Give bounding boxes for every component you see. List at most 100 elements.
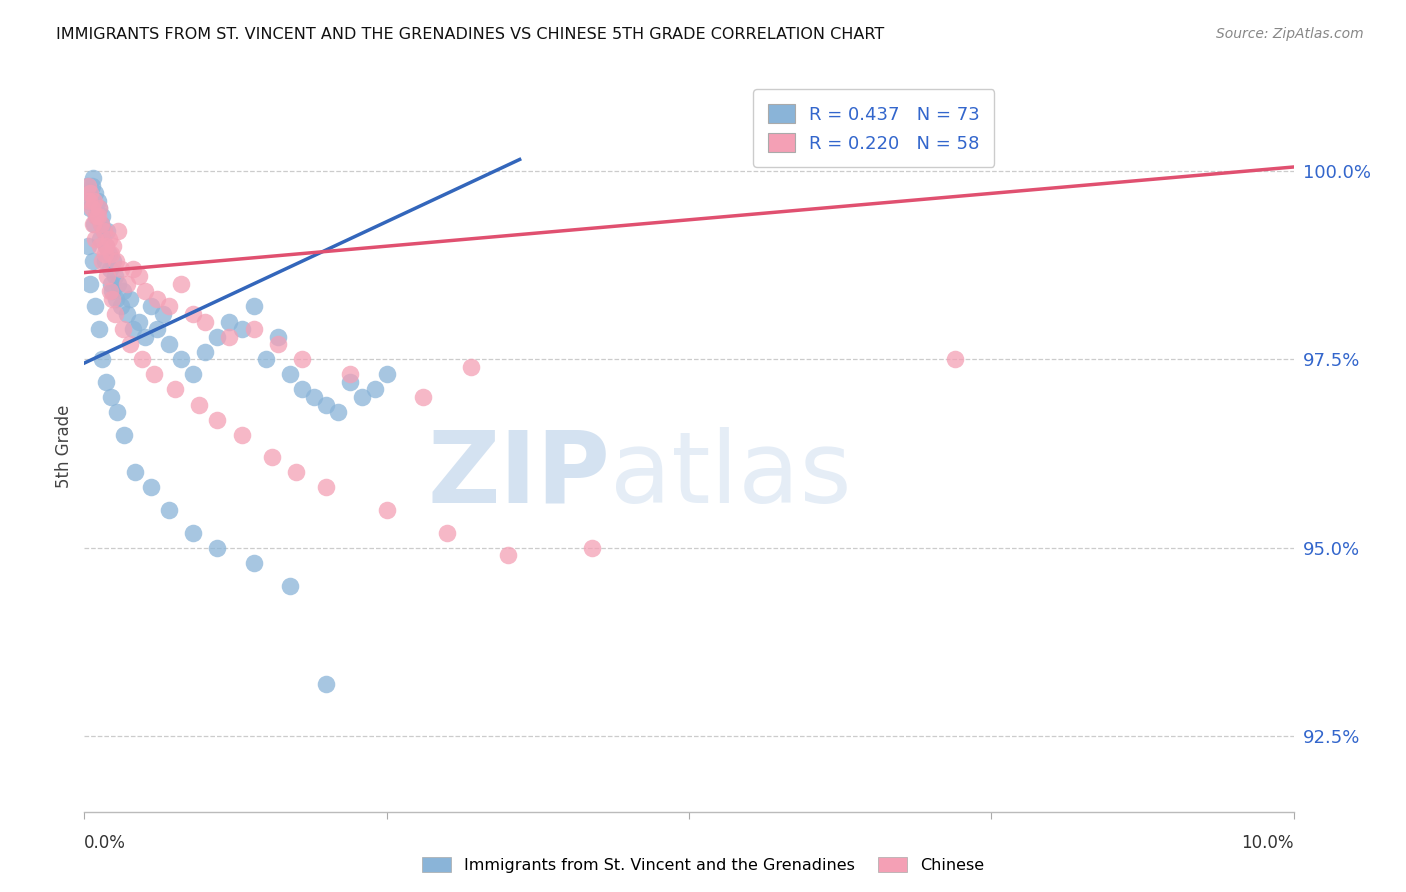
Point	[285, 466, 308, 480]
Point	[104, 307, 127, 321]
Point	[170, 277, 193, 291]
Point	[87, 202, 110, 216]
Point	[103, 239, 125, 253]
Point	[254, 352, 277, 367]
Point	[94, 239, 117, 253]
Point	[134, 285, 156, 299]
Legend: R = 0.437   N = 73, R = 0.220   N = 58: R = 0.437 N = 73, R = 0.220 N = 58	[754, 89, 994, 167]
Point	[131, 352, 153, 367]
Point	[139, 480, 162, 494]
Point	[84, 232, 107, 246]
Y-axis label: 5th Grade: 5th Grade	[55, 404, 73, 488]
Point	[87, 202, 110, 216]
Point	[79, 277, 101, 291]
Point	[188, 398, 211, 412]
Point	[96, 224, 118, 238]
Point	[242, 300, 264, 314]
Point	[93, 224, 115, 238]
Point	[90, 217, 112, 231]
Point	[124, 466, 146, 480]
Point	[943, 352, 966, 367]
Point	[98, 261, 121, 276]
Point	[165, 383, 187, 397]
Point	[315, 676, 337, 690]
Text: atlas: atlas	[610, 426, 852, 524]
Point	[82, 171, 104, 186]
Point	[315, 480, 337, 494]
Point	[242, 322, 264, 336]
Point	[107, 277, 129, 291]
Point	[89, 232, 111, 246]
Point	[339, 368, 361, 382]
Point	[107, 224, 129, 238]
Text: IMMIGRANTS FROM ST. VINCENT AND THE GRENADINES VS CHINESE 5TH GRADE CORRELATION : IMMIGRANTS FROM ST. VINCENT AND THE GREN…	[56, 27, 884, 42]
Point	[89, 239, 111, 253]
Point	[231, 322, 253, 336]
Point	[100, 246, 122, 260]
Point	[363, 383, 385, 397]
Point	[375, 368, 398, 382]
Point	[91, 209, 114, 223]
Point	[87, 322, 110, 336]
Point	[315, 398, 337, 412]
Point	[91, 352, 114, 367]
Point	[86, 209, 108, 223]
Point	[328, 405, 350, 419]
Point	[120, 337, 142, 351]
Point	[218, 315, 240, 329]
Text: 0.0%: 0.0%	[84, 834, 127, 853]
Point	[121, 261, 143, 276]
Point	[77, 194, 100, 208]
Point	[110, 300, 132, 314]
Point	[291, 383, 314, 397]
Point	[80, 202, 103, 216]
Point	[93, 224, 115, 238]
Point	[181, 307, 204, 321]
Point	[100, 390, 122, 404]
Point	[352, 390, 374, 404]
Point	[77, 239, 100, 253]
Point	[581, 541, 603, 555]
Point	[86, 209, 108, 223]
Point	[120, 292, 142, 306]
Point	[242, 556, 264, 570]
Point	[86, 194, 108, 208]
Point	[104, 269, 127, 284]
Point	[80, 178, 103, 193]
Point	[157, 300, 180, 314]
Point	[84, 186, 107, 201]
Point	[207, 412, 229, 426]
Point	[278, 368, 301, 382]
Point	[181, 368, 204, 382]
Text: ZIP: ZIP	[427, 426, 610, 524]
Point	[128, 315, 150, 329]
Point	[104, 292, 127, 306]
Point	[128, 269, 150, 284]
Point	[94, 246, 117, 260]
Point	[112, 285, 135, 299]
Point	[82, 217, 104, 231]
Point	[194, 344, 217, 359]
Point	[143, 368, 166, 382]
Point	[170, 352, 193, 367]
Point	[460, 359, 482, 374]
Point	[112, 427, 135, 442]
Text: Source: ZipAtlas.com: Source: ZipAtlas.com	[1216, 27, 1364, 41]
Point	[267, 329, 290, 343]
Point	[207, 541, 229, 555]
Point	[152, 307, 174, 321]
Point	[101, 292, 124, 306]
Point	[91, 254, 114, 268]
Point	[97, 246, 120, 260]
Point	[181, 525, 204, 540]
Point	[267, 337, 290, 351]
Point	[104, 254, 127, 268]
Point	[77, 178, 100, 193]
Point	[121, 322, 143, 336]
Point	[77, 186, 100, 201]
Point	[291, 352, 314, 367]
Point	[103, 254, 125, 268]
Point	[100, 277, 122, 291]
Point	[115, 277, 138, 291]
Point	[98, 285, 121, 299]
